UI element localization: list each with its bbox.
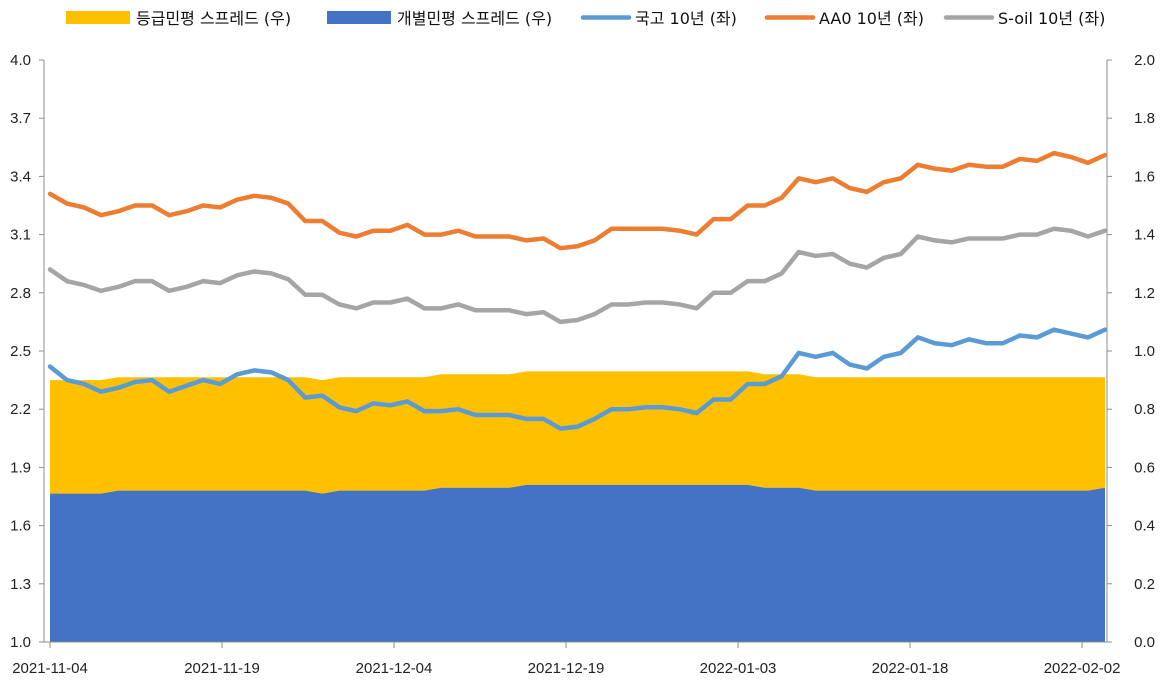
y-left-tick-label: 1.0 bbox=[10, 634, 31, 651]
x-tick-label: 2022-01-18 bbox=[872, 660, 949, 677]
y-right-tick-label: 0.4 bbox=[1134, 518, 1155, 535]
y-right-tick-label: 0.0 bbox=[1134, 634, 1155, 651]
legend-swatch bbox=[66, 11, 130, 24]
y-right-tick-label: 1.8 bbox=[1134, 110, 1155, 127]
area-등급민평-스프레드 bbox=[50, 371, 1105, 494]
x-tick-label: 2021-11-04 bbox=[12, 660, 88, 677]
axes: 1.0 1.3 1.6 1.9 2.2 2.5 2.8 3.1 3.4 3.7 4.0 0.0 0.2 0… bbox=[10, 52, 1155, 677]
legend-label: 국고 10년 (좌) bbox=[635, 9, 737, 28]
y-right-tick-label: 0.6 bbox=[1134, 459, 1155, 476]
y-left-tick-label: 4.0 bbox=[10, 52, 31, 69]
legend: 등급민평 스프레드 (우) 개별민평 스프레드 (우) 국고 10년 (좌) AA0 … bbox=[66, 9, 1105, 28]
y-left-tick-label: 2.8 bbox=[10, 285, 31, 302]
area-개별민평-스프레드 bbox=[50, 484, 1105, 642]
y-right-tick-label: 0.8 bbox=[1134, 401, 1155, 418]
legend-label: S-oil 10년 (좌) bbox=[998, 9, 1105, 28]
y-left-tick-label: 3.4 bbox=[10, 168, 31, 185]
legend-label: AA0 10년 (좌) bbox=[819, 9, 924, 28]
legend-item-5: S-oil 10년 (좌) bbox=[943, 9, 1105, 28]
legend-label: 개별민평 스프레드 (우) bbox=[397, 9, 552, 28]
y-right-tick-label: 1.2 bbox=[1134, 285, 1155, 302]
legend-item-3: 국고 10년 (좌) bbox=[580, 9, 737, 28]
legend-item-2: 개별민평 스프레드 (우) bbox=[327, 9, 552, 28]
legend-label: 등급민평 스프레드 (우) bbox=[136, 9, 291, 28]
y-right-tick-label: 1.4 bbox=[1134, 227, 1155, 244]
y-left-tick-label: 3.1 bbox=[10, 227, 31, 244]
x-tick-label: 2021-12-19 bbox=[528, 660, 605, 677]
x-tick-label: 2021-11-19 bbox=[184, 660, 260, 677]
x-tick-label: 2022-02-02 bbox=[1044, 660, 1121, 677]
y-left-tick-label: 3.7 bbox=[10, 110, 31, 127]
y-right-tick-label: 1.0 bbox=[1134, 343, 1155, 360]
line-s-oil-10년 bbox=[47, 226, 1108, 325]
area-series bbox=[50, 371, 1105, 642]
y-right-tick-label: 0.2 bbox=[1134, 576, 1155, 593]
legend-item-1: 등급민평 스프레드 (우) bbox=[66, 9, 291, 28]
line-series bbox=[47, 150, 1108, 431]
x-tick-label: 2021-12-04 bbox=[356, 660, 433, 677]
legend-item-4: AA0 10년 (좌) bbox=[764, 9, 924, 28]
y-left-tick-label: 1.3 bbox=[10, 576, 31, 593]
y-right-tick-label: 1.6 bbox=[1134, 168, 1155, 185]
y-right-tick-label: 2.0 bbox=[1134, 52, 1155, 69]
line-국고-10년 bbox=[47, 327, 1108, 431]
y-left-tick-label: 2.5 bbox=[10, 343, 31, 360]
line-aa0-10년 bbox=[47, 150, 1108, 251]
y-left-tick-label: 2.2 bbox=[10, 401, 31, 418]
y-left-tick-label: 1.9 bbox=[10, 459, 31, 476]
legend-swatch bbox=[327, 11, 391, 24]
y-left-tick-label: 1.6 bbox=[10, 518, 31, 535]
x-tick-label: 2022-01-03 bbox=[700, 660, 777, 677]
